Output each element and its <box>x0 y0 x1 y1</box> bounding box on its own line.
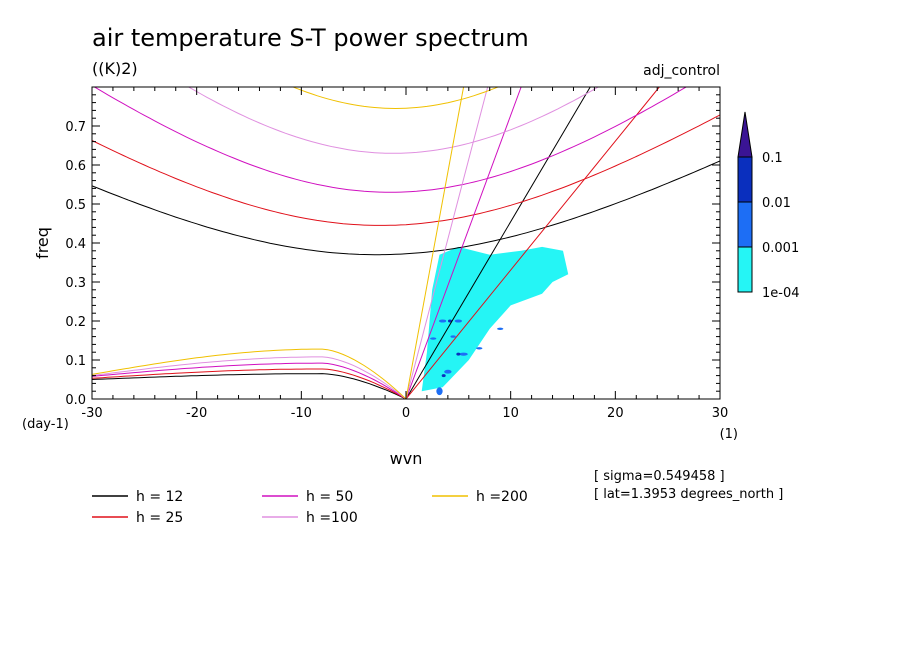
x-axis-unit: (1) <box>720 427 738 442</box>
colorbar: 0.1 0.01 0.001 1e-04 <box>737 111 800 301</box>
x-tick-label: 0 <box>402 406 410 421</box>
kelvin-line <box>405 87 522 399</box>
spectrum-patch <box>476 347 483 350</box>
kelvin-line <box>405 87 465 399</box>
spectrum-patch <box>441 374 446 378</box>
legend-label-h25: h = 25 <box>136 510 183 526</box>
spectrum-patch <box>497 327 504 330</box>
ig-curve <box>93 87 688 193</box>
chart-units: ((K)2) <box>92 59 138 78</box>
ig-curve <box>92 160 720 256</box>
kelvin-line <box>405 87 489 399</box>
y-axis-label: freq <box>33 227 52 259</box>
x-tick-label: -10 <box>291 406 312 421</box>
y-tick-label: 0.7 <box>65 120 86 135</box>
spectrum-patch <box>430 337 437 340</box>
x-tick-label: -30 <box>81 406 102 421</box>
y-tick-label: 0.6 <box>65 159 86 174</box>
mrg-curve <box>92 368 407 399</box>
mrg-curve <box>92 348 407 399</box>
spectrum-patch <box>450 335 456 338</box>
run-name: adj_control <box>643 63 720 79</box>
legend-label-h200: h =200 <box>476 489 528 505</box>
mrg-curve <box>92 362 407 399</box>
mrg-curve <box>92 373 407 399</box>
y-tick-label: 0.1 <box>65 354 86 369</box>
y-tick-label: 0.5 <box>65 198 86 213</box>
ig-curve <box>291 87 500 110</box>
colorbar-label: 0.1 <box>762 151 783 166</box>
kelvin-line <box>405 87 591 399</box>
spectrum-region <box>421 246 569 392</box>
y-tick-label: 0.4 <box>65 237 86 252</box>
sigma-note: [ sigma=0.549458 ] <box>594 469 725 484</box>
legend-label-h50: h = 50 <box>306 489 353 505</box>
x-tick-label: -20 <box>186 406 207 421</box>
spectrum-patch <box>447 319 452 323</box>
chart-title: air temperature S-T power spectrum <box>92 24 529 52</box>
dispersion-curves <box>92 87 720 399</box>
kelvin-line <box>405 87 660 399</box>
colorbar-segment <box>737 201 753 248</box>
legend-label-h100: h =100 <box>306 510 358 526</box>
ig-curve <box>92 114 720 226</box>
y-tick-label: 0.3 <box>65 276 86 291</box>
colorbar-segment <box>737 246 753 293</box>
spectrum-patch <box>438 319 447 323</box>
x-tick-label: 20 <box>607 406 624 421</box>
colorbar-label: 0.001 <box>762 241 799 256</box>
mrg-curve <box>92 356 407 399</box>
y-tick-label: 0.2 <box>65 315 86 330</box>
spectrum-patch <box>444 369 452 374</box>
x-tick-label: 10 <box>502 406 519 421</box>
legend: h = 12 h = 25 h = 50 h =100 h =200 <box>92 489 528 526</box>
colorbar-arrow <box>737 111 753 158</box>
y-tick-label: 0.0 <box>65 393 86 408</box>
spectrum-patch <box>436 387 443 396</box>
spectrum-patch <box>459 352 468 356</box>
power-spectrum-shading <box>421 246 569 396</box>
plot-frame <box>91 86 721 400</box>
colorbar-label: 1e-04 <box>762 286 800 301</box>
legend-label-h12: h = 12 <box>136 489 183 505</box>
colorbar-label: 0.01 <box>762 196 791 211</box>
x-tick-label: 30 <box>712 406 729 421</box>
spectrum-patch <box>456 352 461 356</box>
y-axis-unit: (day-1) <box>22 417 69 432</box>
colorbar-segment <box>737 156 753 203</box>
axis-ticks: -30 -20 -10 0 10 20 30 0.0 0.1 0.2 0.3 0.4 0.5 0.6 0.7 <box>65 87 728 421</box>
x-axis-label: wvn <box>390 449 423 468</box>
spectrum-patch <box>454 319 462 323</box>
lat-note: [ lat=1.3953 degrees_north ] <box>594 487 783 502</box>
